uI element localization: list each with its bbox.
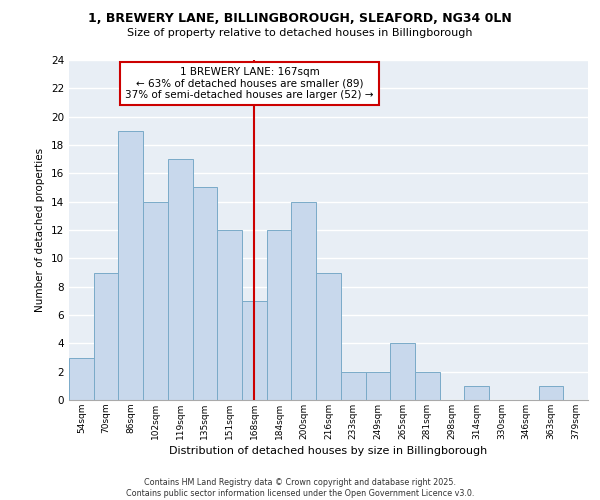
Bar (168, 159, 193, 400)
Bar (94, 272, 118, 400)
Bar (143, 202, 168, 400)
Bar (539, 386, 563, 400)
Bar (292, 202, 316, 400)
Bar (464, 386, 489, 400)
Bar (365, 372, 390, 400)
Text: Size of property relative to detached houses in Billingborough: Size of property relative to detached ho… (127, 28, 473, 38)
Bar (217, 230, 242, 400)
Text: 1 BREWERY LANE: 167sqm
← 63% of detached houses are smaller (89)
37% of semi-det: 1 BREWERY LANE: 167sqm ← 63% of detached… (125, 67, 374, 100)
Y-axis label: Number of detached properties: Number of detached properties (35, 148, 46, 312)
Bar (193, 188, 217, 400)
Bar (415, 372, 440, 400)
Bar (69, 358, 94, 400)
Bar (242, 301, 267, 400)
Text: 1, BREWERY LANE, BILLINGBOROUGH, SLEAFORD, NG34 0LN: 1, BREWERY LANE, BILLINGBOROUGH, SLEAFOR… (88, 12, 512, 26)
Bar (341, 372, 365, 400)
Bar (316, 272, 341, 400)
Text: Contains HM Land Registry data © Crown copyright and database right 2025.
Contai: Contains HM Land Registry data © Crown c… (126, 478, 474, 498)
X-axis label: Distribution of detached houses by size in Billingborough: Distribution of detached houses by size … (169, 446, 488, 456)
Bar (267, 230, 292, 400)
Bar (390, 344, 415, 400)
Bar (118, 131, 143, 400)
